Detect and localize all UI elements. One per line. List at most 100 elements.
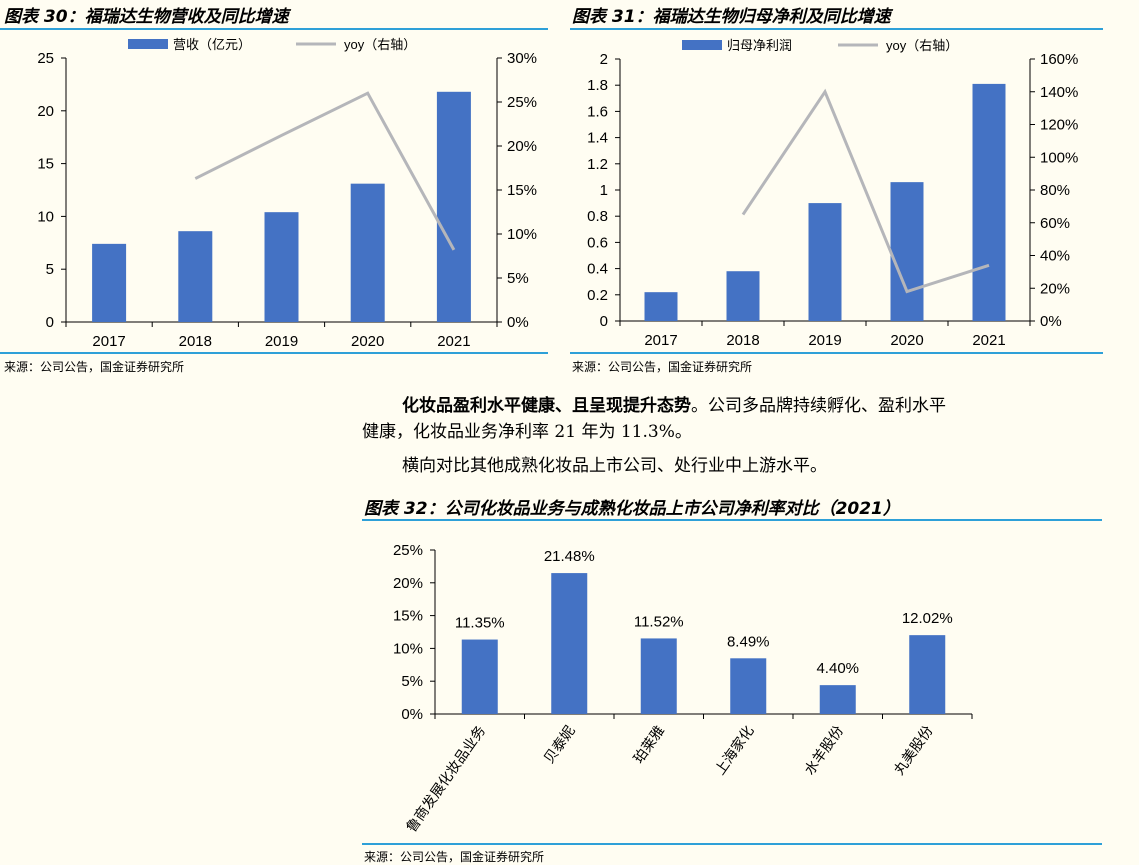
bar-2019 xyxy=(808,203,842,321)
figure-32-title: 图表 32：公司化妆品业务与成熟化妆品上市公司净利率对比（2021） xyxy=(364,499,900,519)
bar-2017 xyxy=(644,292,678,321)
x-tick-label: 2017 xyxy=(92,333,125,350)
bar-2017 xyxy=(92,243,127,322)
bar-水羊股份 xyxy=(819,685,856,714)
paragraph-bold-lead: 化妆品盈利水平健康、且呈现提升态势 xyxy=(402,396,691,416)
bar-2018 xyxy=(178,231,213,322)
figure-32-chart: 0% 5% 10% 15% 20% 25% 11.35% 鲁商发展化妆品业务 21.48% 贝泰妮… xyxy=(393,542,973,835)
data-label: 8.49% xyxy=(727,633,770,650)
data-label: 12.02% xyxy=(902,610,953,627)
yoy-line xyxy=(741,88,990,294)
left-y-tick-label: 0 xyxy=(600,313,608,330)
right-y-tick-label: 100% xyxy=(1040,149,1078,166)
right-y-tick-label: 120% xyxy=(1040,117,1078,134)
left-y-tick-label: 0.6 xyxy=(587,234,608,251)
right-y-tick-label: 60% xyxy=(1040,215,1070,232)
right-y-tick-label: 30% xyxy=(507,50,537,67)
x-tick-label: 2021 xyxy=(437,333,470,350)
left-y-tick-label: 1.8 xyxy=(587,77,608,94)
left-y-tick-label: 2 xyxy=(600,51,608,68)
y-tick-label: 15% xyxy=(393,608,423,625)
left-y-tick-label: 0.2 xyxy=(587,287,608,304)
right-y-tick-label: 20% xyxy=(507,138,537,155)
left-y-tick-label: 15 xyxy=(37,156,54,173)
x-tick-label: 2019 xyxy=(808,332,841,349)
bar-鲁商发展化妆品业务 xyxy=(461,639,498,714)
legend-line-label: yoy（右轴） xyxy=(344,37,416,52)
x-tick-label: 上海家化 xyxy=(711,723,756,778)
x-tick-label: 水羊股份 xyxy=(801,723,846,778)
right-y-tick-label: 140% xyxy=(1040,84,1078,101)
y-tick-label: 0% xyxy=(401,706,423,723)
bar-2021 xyxy=(436,91,471,323)
left-y-tick-label: 0.8 xyxy=(587,208,608,225)
figure-31-title: 图表 31：福瑞达生物归母净利及同比增速 xyxy=(572,7,891,27)
y-tick-label: 10% xyxy=(393,640,423,657)
left-y-tick-label: 0 xyxy=(46,314,54,331)
x-tick-label: 2017 xyxy=(644,332,677,349)
bar-2020 xyxy=(350,183,385,322)
data-label: 4.40% xyxy=(816,660,859,677)
figure-30-chart: 营收（亿元） yoy（右轴） 0 5 10 15 20 25 0% 5% 10% 15% 20% 25% 3… xyxy=(37,37,537,350)
legend-bar-label: 营收（亿元） xyxy=(173,37,251,52)
left-y-tick-label: 10 xyxy=(37,208,54,225)
x-tick-label: 贝泰妮 xyxy=(541,723,578,767)
bar-2021 xyxy=(972,83,1006,321)
right-y-tick-label: 5% xyxy=(507,270,529,287)
legend-line-label: yoy（右轴） xyxy=(886,38,958,53)
figure-32-bottom-rule xyxy=(362,843,1102,845)
x-tick-label: 2021 xyxy=(972,332,1005,349)
left-y-tick-label: 1 xyxy=(600,182,608,199)
x-tick-label: 2018 xyxy=(179,333,212,350)
left-y-tick-label: 1.2 xyxy=(587,156,608,173)
right-y-tick-label: 20% xyxy=(1040,280,1070,297)
right-y-tick-label: 0% xyxy=(1040,313,1062,330)
figure-31-bottom-rule xyxy=(570,352,1103,354)
figure-30-source: 来源：公司公告，国金证券研究所 xyxy=(4,360,185,374)
paragraph-line-2: 健康，化妆品业务净利率 21 年为 11.3%。 xyxy=(362,422,692,442)
right-y-tick-label: 10% xyxy=(507,226,537,243)
x-tick-label: 珀莱雅 xyxy=(630,723,667,767)
y-tick-label: 25% xyxy=(393,542,423,559)
figure-30-bottom-rule xyxy=(0,352,548,354)
data-label: 11.52% xyxy=(634,613,684,630)
right-y-tick-label: 80% xyxy=(1040,182,1070,199)
legend-bar-swatch xyxy=(682,40,722,50)
right-y-tick-label: 15% xyxy=(507,182,537,199)
paragraph-line-3: 横向对比其他成熟化妆品上市公司、处行业中上游水平。 xyxy=(402,456,827,476)
bar-丸美股份 xyxy=(909,635,946,714)
legend-bar-swatch xyxy=(128,39,168,49)
x-tick-label: 丸美股份 xyxy=(890,723,935,778)
x-tick-label: 2020 xyxy=(351,333,384,350)
data-label: 21.48% xyxy=(544,548,595,565)
left-y-tick-label: 1.4 xyxy=(587,130,608,147)
data-label: 11.35% xyxy=(455,615,505,632)
figure-31-source: 来源：公司公告，国金证券研究所 xyxy=(572,360,753,374)
y-tick-label: 5% xyxy=(401,673,423,690)
figure-31-top-rule xyxy=(570,28,1103,30)
bar-贝泰妮 xyxy=(551,573,588,714)
bar-上海家化 xyxy=(730,658,767,714)
figure-32-source: 来源：公司公告，国金证券研究所 xyxy=(364,850,545,864)
yoy-line xyxy=(194,91,456,251)
x-tick-label: 2020 xyxy=(890,332,923,349)
figure-30-title: 图表 30：福瑞达生物营收及同比增速 xyxy=(4,7,289,27)
bar-珀莱雅 xyxy=(640,638,677,714)
x-tick-label: 2019 xyxy=(265,333,298,350)
left-y-tick-label: 0.4 xyxy=(587,261,608,278)
x-tick-label: 2018 xyxy=(726,332,759,349)
right-y-tick-label: 160% xyxy=(1040,51,1078,68)
right-y-tick-label: 25% xyxy=(507,94,537,111)
figure-31-chart: 归母净利润 yoy（右轴）00.20.40.60.811.21.41.61.820… xyxy=(587,38,1078,349)
figure-30-top-rule xyxy=(0,28,548,30)
left-y-tick-label: 1.6 xyxy=(587,103,608,120)
left-y-tick-label: 25 xyxy=(37,50,54,67)
legend-bar-label: 归母净利润 xyxy=(727,38,792,53)
bar-2019 xyxy=(264,212,299,322)
paragraph-line-1: 。公司多品牌持续孵化、盈利水平 xyxy=(691,396,946,416)
bar-2018 xyxy=(726,271,760,321)
bar-2020 xyxy=(890,182,924,321)
x-tick-label: 鲁商发展化妆品业务 xyxy=(403,723,488,835)
right-y-tick-label: 0% xyxy=(507,314,529,331)
analysis-paragraph: 化妆品盈利水平健康、且呈现提升态势。公司多品牌持续孵化、盈利水平 健康，化妆品业… xyxy=(362,393,1102,479)
